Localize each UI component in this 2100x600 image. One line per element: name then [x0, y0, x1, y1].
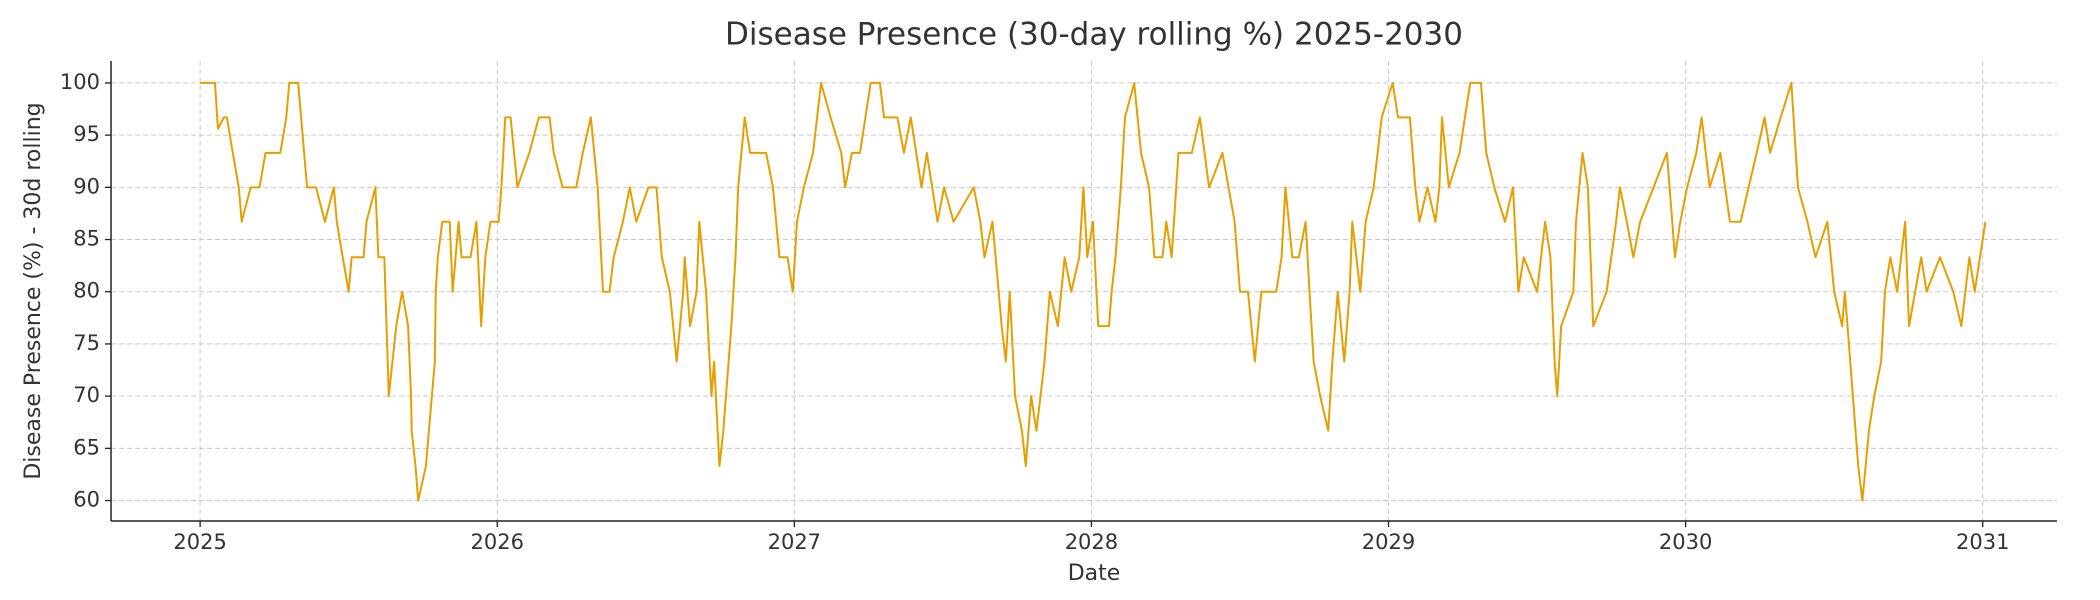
x-tick-label: 2029 — [1362, 530, 1415, 554]
y-tick-label: 70 — [73, 383, 100, 407]
y-tick-label: 90 — [73, 174, 100, 198]
x-tick-label: 2030 — [1659, 530, 1712, 554]
x-tick-label: 2026 — [471, 530, 524, 554]
y-tick-label: 80 — [73, 279, 100, 303]
y-axis-label: Disease Presence (%) - 30d rolling — [21, 102, 46, 479]
y-tick-label: 95 — [73, 122, 100, 146]
y-tick-label: 100 — [60, 70, 100, 94]
y-tick-label: 85 — [73, 227, 100, 251]
x-tick-label: 2028 — [1065, 530, 1118, 554]
x-tick-label: 2031 — [1956, 530, 2009, 554]
x-tick-label: 2025 — [173, 530, 226, 554]
x-axis-label: Date — [1068, 561, 1121, 586]
y-tick-label: 60 — [73, 488, 100, 512]
chart-title: Disease Presence (30-day rolling %) 2025… — [725, 17, 1463, 53]
y-tick-label: 65 — [73, 435, 100, 459]
y-tick-label: 75 — [73, 331, 100, 355]
x-tick-label: 2027 — [768, 530, 821, 554]
data-line — [200, 81, 1987, 502]
